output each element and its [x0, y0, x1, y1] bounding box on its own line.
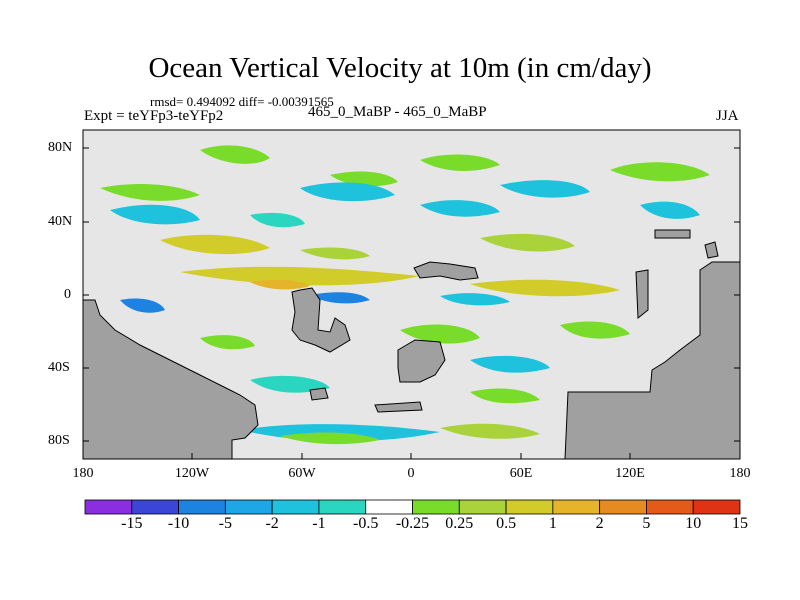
colorbar-swatch — [412, 499, 460, 515]
map-title: Ocean Vertical Velocity at 10m (in cm/da… — [148, 52, 652, 84]
colorbar-swatch — [646, 499, 694, 515]
colorbar-swatch — [458, 499, 507, 515]
colorbar-swatch — [365, 499, 413, 515]
season-label: JJA — [716, 108, 739, 124]
colorbar-tick-label: 10 — [685, 515, 702, 532]
y-tick-label: 80N — [48, 140, 73, 155]
colorbar-swatch — [552, 499, 601, 515]
x-tick-label: 0 — [407, 466, 415, 481]
colorbar-swatch — [178, 499, 226, 515]
colorbar-swatch — [224, 499, 273, 515]
colorbar-tick-label: -5 — [218, 515, 232, 532]
colorbar-swatch — [505, 499, 554, 515]
map-plot — [82, 129, 741, 460]
colorbar-swatch — [599, 499, 647, 515]
y-tick-label: 40N — [48, 214, 73, 229]
colorbar-tick-label: -0.5 — [353, 515, 379, 532]
colorbar-tick-label: 1 — [548, 515, 557, 532]
colorbar-tick-label: -0.25 — [395, 515, 430, 532]
land-masses — [82, 229, 741, 460]
colorbar-tick-label: 2 — [595, 515, 604, 532]
velocity-patches — [100, 145, 710, 445]
colorbar-swatch — [692, 499, 741, 515]
colorbar-swatch — [271, 499, 320, 515]
colorbar-tick-label: 15 — [732, 515, 748, 532]
x-tick-label: 60E — [509, 466, 533, 481]
y-tick-label: 80S — [48, 433, 70, 448]
colorbar-tick-label: 5 — [642, 515, 651, 532]
cases-label: 465_0_MaBP - 465_0_MaBP — [308, 104, 487, 120]
colorbar-tick-label: -15 — [121, 515, 143, 532]
colorbar-swatch — [131, 499, 179, 515]
x-tick-label: 120E — [615, 466, 645, 481]
experiment-label: Expt = teYFp3-teYFp2 — [84, 108, 224, 124]
y-tick-label: 0 — [64, 287, 71, 302]
x-tick-label: 120W — [174, 466, 210, 481]
stats-text: rmsd= 0.494092 diff= -0.00391565 — [150, 94, 334, 109]
x-tick-label: 180 — [72, 466, 94, 481]
axis-ticks — [82, 147, 741, 459]
x-tick-label: 180 — [729, 466, 751, 481]
colorbar-swatch — [318, 499, 367, 515]
colorbar — [84, 499, 741, 515]
x-tick-label: 60W — [288, 466, 316, 481]
colorbar-tick-label: 0.5 — [496, 515, 517, 532]
colorbar-tick-label: -1 — [312, 515, 326, 532]
colorbar-swatch — [84, 499, 133, 515]
y-tick-label: 40S — [48, 360, 70, 375]
colorbar-tick-label: -2 — [265, 515, 279, 532]
colorbar-tick-label: 0.25 — [445, 515, 474, 532]
colorbar-tick-label: -10 — [167, 515, 190, 532]
